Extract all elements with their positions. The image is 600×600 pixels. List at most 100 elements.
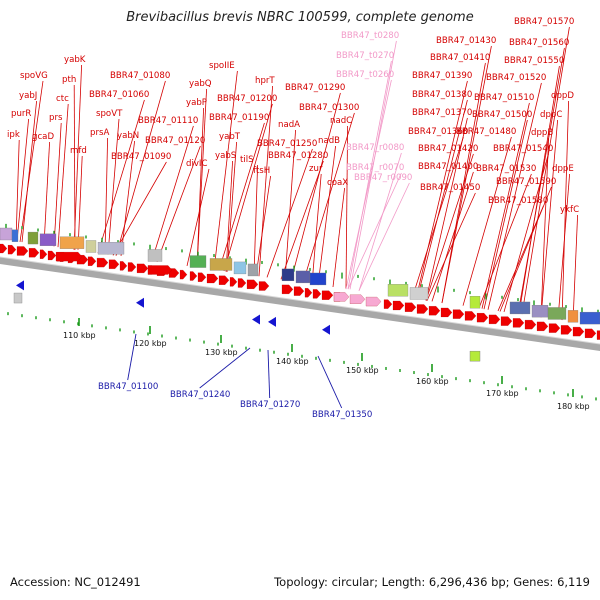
gene-leader-line	[411, 136, 464, 299]
ruler-label: 160 kbp	[416, 377, 449, 386]
gene-label: prs	[49, 113, 63, 123]
gene-leader-line	[266, 148, 313, 278]
reverse-feature-box	[469, 350, 481, 362]
gene-leader-line	[284, 129, 296, 281]
gene-label: zur	[309, 164, 323, 174]
feature-boxes	[0, 227, 600, 325]
gene-label: BBR47_01370	[412, 108, 472, 118]
gene-arrow	[476, 313, 489, 323]
feature-box	[147, 249, 163, 262]
gene-label: prsA	[90, 128, 109, 138]
gene-arrow	[7, 245, 17, 255]
gene-leader-line	[112, 161, 167, 256]
gene-label: BBR47_01500	[472, 110, 532, 120]
gene-arrow	[237, 278, 247, 288]
gene-label: purR	[11, 109, 31, 119]
gene-arrow	[428, 306, 441, 316]
gene-labels: spoVG yabJ purR ipk gcaD yabK pth ctc prs mfd BBR4…	[7, 17, 579, 322]
gene-label: BBR47_t0260	[336, 70, 394, 80]
gene-arrow	[452, 309, 465, 319]
gene-label: BBR47_r0070	[346, 163, 404, 173]
feature-box	[247, 263, 259, 277]
gene-leader-line	[572, 214, 578, 322]
gene-label: coaX	[327, 178, 348, 188]
gene-label: BBR47_01450	[420, 183, 480, 193]
lower-leader-line	[199, 347, 251, 389]
gene-arrow	[416, 304, 429, 314]
genome-title: Brevibacillus brevis NBRC 100599, comple…	[126, 10, 474, 25]
gene-leader-line	[503, 153, 549, 313]
feature-box	[59, 236, 85, 249]
reverse-feature-box	[13, 292, 23, 304]
gene-arrow	[119, 261, 128, 271]
gene-leader-line	[345, 79, 392, 290]
gene-leader-line	[497, 205, 544, 312]
rna-arrow	[349, 294, 366, 304]
gene-label: BBR47_01530	[476, 164, 536, 174]
ruler-label: 180 kbp	[557, 402, 590, 411]
gene-label: nadA	[278, 120, 300, 130]
gene-leader-line	[521, 26, 570, 315]
gene-label: BBR47_01390	[412, 71, 472, 81]
gene-leader-line	[426, 192, 476, 301]
gene-label: BBR47_01110	[138, 116, 198, 126]
gene-label: BBR47_t0280	[341, 31, 399, 41]
gene-leader-line	[213, 70, 238, 270]
gene-label: BBR47_01510	[474, 93, 534, 103]
gene-label: yabQ	[189, 79, 212, 89]
feature-box	[281, 268, 295, 282]
gene-leader-line	[223, 103, 273, 272]
gene-leader-line	[15, 139, 20, 241]
gene-arrow	[321, 290, 334, 300]
feature-box	[531, 304, 549, 318]
gene-label: BBR47_01250	[257, 139, 317, 149]
gene-label: yabP	[186, 98, 207, 108]
gene-label: tilS	[240, 155, 254, 165]
gene-label: BBR47_01520	[486, 73, 546, 83]
gene-arrow	[548, 323, 561, 333]
ruler-label: 170 kbp	[486, 389, 519, 398]
gene-arrow	[500, 316, 513, 326]
feature-box	[27, 231, 39, 245]
gene-arrow	[572, 326, 585, 337]
feature-box	[0, 227, 13, 241]
gene-arrow	[246, 279, 259, 289]
gene-label: BBR47_r0090	[354, 173, 412, 183]
feature-box	[295, 270, 311, 284]
gene-label: BBR47_01060	[89, 90, 149, 100]
gene-arrow	[392, 300, 405, 311]
gene-label: mfd	[70, 146, 87, 156]
feature-box	[579, 311, 600, 325]
reverse-strand-markers	[13, 280, 481, 362]
gene-leader-line	[253, 164, 258, 276]
gene-leader-line	[258, 85, 273, 277]
reverse-gene-marker	[252, 314, 260, 325]
gene-leader-line	[311, 173, 322, 285]
lower-gene-label: BBR47_01240	[170, 390, 230, 400]
gene-label: yabK	[64, 55, 86, 65]
gene-leader-line	[226, 141, 237, 272]
rna-arrow	[365, 296, 382, 307]
gene-leader-line	[317, 145, 336, 286]
feature-box	[85, 240, 97, 253]
gene-arrow	[488, 314, 501, 325]
gene-leader-line	[186, 168, 210, 267]
gene-leader-line	[332, 187, 345, 288]
gene-arrow	[536, 321, 549, 331]
feature-box	[39, 233, 57, 246]
gene-arrow	[108, 259, 120, 269]
gene-label: dppB	[531, 128, 553, 138]
lower-gene-label: BBR47_01100	[98, 382, 158, 392]
ruler-label: 130 kbp	[205, 348, 238, 357]
feature-box	[387, 284, 409, 297]
gene-label: BBR47_01200	[217, 94, 277, 104]
gene-leader-line	[347, 60, 392, 289]
gene-leader-line	[151, 125, 194, 261]
gene-label: pth	[62, 75, 76, 85]
gene-arrow	[281, 284, 294, 294]
reverse-gene-marker	[322, 324, 330, 335]
gene-arrow	[55, 252, 83, 262]
gene-leader-line	[561, 100, 569, 321]
gene-label: BBR47_01410	[430, 53, 490, 63]
